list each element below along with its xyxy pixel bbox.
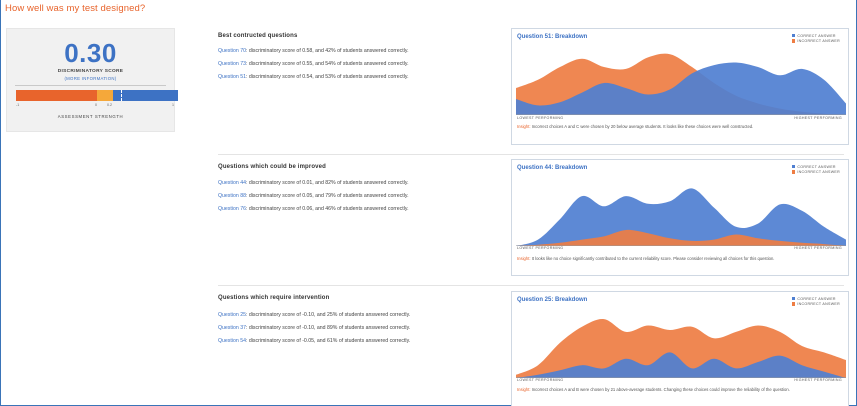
legend-item-correct: CORRECT ANSWER [791,33,840,38]
legend-item-correct: CORRECT ANSWER [791,164,840,169]
score-marker [121,90,122,101]
page-title: How well was my test designed? [5,3,146,14]
question-link[interactable]: Question 54 [218,338,246,344]
breakdown-area-chart [516,53,846,115]
legend-swatch-incorrect [791,170,796,174]
insight-text: Insight: Incorrect choices A and B were … [517,387,790,392]
x-axis-high-label: HIGHEST PERFORMING [794,246,842,250]
question-link[interactable]: Question 76 [218,206,246,212]
question-detail: : discriminatory score of 0.58, and 42% … [245,48,409,54]
scale-min-label: -1 [16,103,20,107]
question-item: Question 70: discriminatory score of 0.5… [218,48,409,54]
breakdown-panel: Question 51: Breakdown CORRECT ANSWER IN… [511,28,849,145]
question-item: Question 76: discriminatory score of 0.0… [218,206,409,212]
breakdown-title: Question 51: Breakdown [517,34,588,40]
legend-item-correct: CORRECT ANSWER [791,296,840,301]
question-link[interactable]: Question 25 [218,312,246,318]
question-detail: : discriminatory score of 0.06, and 46% … [245,206,409,212]
legend-item-incorrect: INCORRECT ANSWER [791,301,840,306]
question-detail: : discriminatory score of 0.54, and 53% … [245,74,409,80]
question-item: Question 88: discriminatory score of 0.0… [218,193,409,199]
legend-swatch-correct [791,296,796,301]
legend-text: INCORRECT ANSWER [797,38,840,43]
section-divider [218,154,844,155]
strong-segment [113,90,178,101]
chart-legend: CORRECT ANSWER INCORRECT ANSWER [791,164,840,174]
legend-swatch-correct [791,164,796,169]
insight-key: Insight: [517,124,531,129]
legend-item-incorrect: INCORRECT ANSWER [791,169,840,174]
assessment-strength-label: ASSESSMENT STRENGTH [57,114,124,119]
question-link[interactable]: Question 51 [218,74,246,80]
insight-text: Insight: It looks like no choice signifi… [517,256,774,261]
breakdown-title: Question 44: Breakdown [517,165,588,171]
question-detail: : discriminatory score of 0.55, and 54% … [245,61,409,67]
discriminatory-score-value: 0.30 [64,38,117,68]
insight-text: Insight: Incorrect choices A and C were … [517,124,753,129]
x-axis-high-label: HIGHEST PERFORMING [794,116,842,120]
discriminatory-score-label: DISCRIMINATORY SCORE [57,69,124,74]
legend-text: CORRECT ANSWER [797,164,836,169]
legend-text: CORRECT ANSWER [797,296,836,301]
x-axis-low-label: LOWEST PERFORMING [517,246,564,250]
insight-key: Insight: [517,256,531,261]
question-link[interactable]: Question 73 [218,61,246,67]
question-detail: : discriminatory score of -0.10, and 89%… [245,325,411,331]
question-link[interactable]: Question 37 [218,325,246,331]
x-axis-low-label: LOWEST PERFORMING [517,378,564,382]
breakdown-panel: Question 44: Breakdown CORRECT ANSWER IN… [511,159,849,276]
question-item: Question 44: discriminatory score of 0.0… [218,180,409,186]
legend-swatch-incorrect [791,302,796,306]
chart-legend: CORRECT ANSWER INCORRECT ANSWER [791,296,840,306]
insight-key: Insight: [517,387,531,392]
x-axis-low-label: LOWEST PERFORMING [517,116,564,120]
insight-body: Incorrect choices A and C were chosen by… [530,124,754,129]
section-divider [218,285,844,286]
question-item: Question 37: discriminatory score of -0.… [218,325,410,331]
question-item: Question 73: discriminatory score of 0.5… [218,61,409,67]
score-card: 0.30 DISCRIMINATORY SCORE (MORE INFORMAT… [6,28,178,132]
correct-answer-area [516,352,846,378]
moderate-segment [97,90,113,101]
section-heading: Questions which could be improved [218,164,326,170]
question-detail: : discriminatory score of -0.05, and 61%… [245,338,411,344]
breakdown-panel: Question 25: Breakdown CORRECT ANSWER IN… [511,291,849,406]
legend-text: INCORRECT ANSWER [797,301,840,306]
legend-swatch-incorrect [791,39,796,43]
question-detail: : discriminatory score of -0.10, and 25%… [245,312,411,318]
more-information-link[interactable]: (MORE INFORMATION) [64,76,117,81]
question-link[interactable]: Question 44 [218,180,246,186]
legend-text: INCORRECT ANSWER [797,169,840,174]
weak-segment [16,90,97,101]
correct-answer-area [516,188,846,246]
scale-score-label: 0.2 [107,103,112,107]
question-item: Question 54: discriminatory score of -0.… [218,338,410,344]
section-heading: Questions which require intervention [218,295,330,301]
question-item: Question 51: discriminatory score of 0.5… [218,74,409,80]
correct-answer-area [516,62,846,115]
breakdown-area-chart [516,319,846,378]
breakdown-title: Question 25: Breakdown [517,297,588,303]
insight-body: Incorrect choices A and B were chosen by… [530,387,790,392]
insight-body: It looks like no choice significantly co… [530,256,775,261]
incorrect-answer-area [516,229,846,246]
legend-swatch-correct [791,33,796,38]
assessment-strength-bar [16,90,178,101]
legend-text: CORRECT ANSWER [797,33,836,38]
chart-legend: CORRECT ANSWER INCORRECT ANSWER [791,33,840,43]
scale-max-label: 1 [172,103,174,107]
breakdown-area-chart [516,188,846,246]
question-link[interactable]: Question 70 [218,48,246,54]
question-item: Question 25: discriminatory score of -0.… [218,312,410,318]
legend-item-incorrect: INCORRECT ANSWER [791,38,840,43]
section-heading: Best contructed questions [218,33,298,39]
score-divider [15,85,166,86]
scale-mid-label: 0 [95,103,97,107]
question-detail: : discriminatory score of 0.01, and 82% … [245,180,409,186]
x-axis-high-label: HIGHEST PERFORMING [794,378,842,382]
question-detail: : discriminatory score of 0.05, and 79% … [245,193,409,199]
question-link[interactable]: Question 88 [218,193,246,199]
